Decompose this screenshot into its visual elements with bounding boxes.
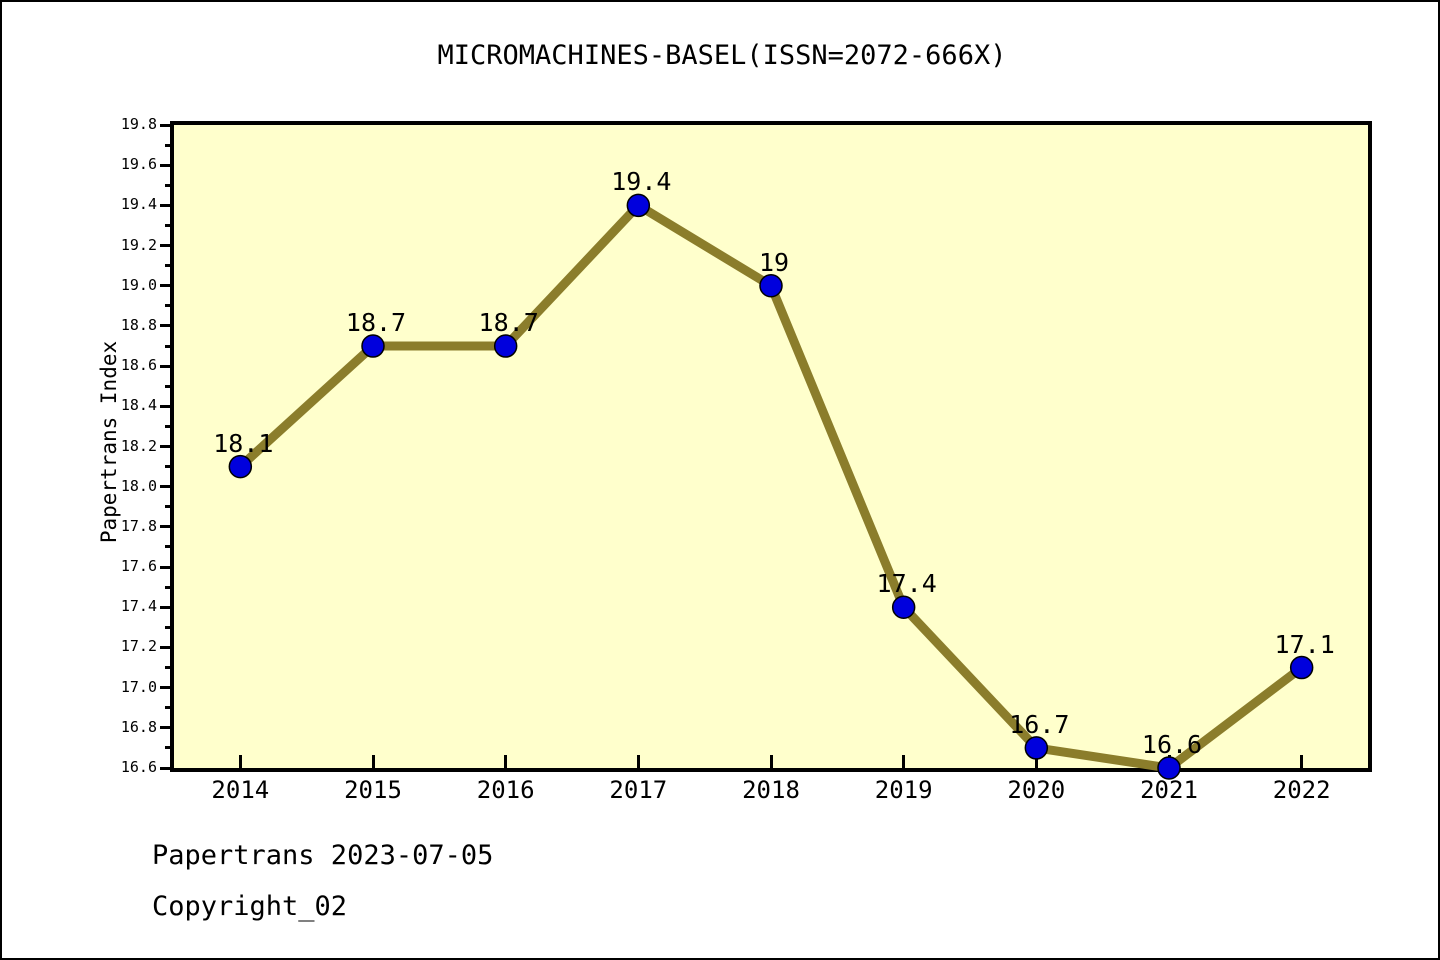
y-tick-major bbox=[160, 766, 174, 770]
y-tick-minor bbox=[165, 424, 174, 428]
y-tick-major bbox=[160, 645, 174, 649]
data-point-marker[interactable] bbox=[759, 274, 783, 298]
x-tick-major bbox=[1300, 755, 1304, 768]
x-tick-major bbox=[1034, 755, 1038, 768]
y-tick-minor bbox=[165, 223, 174, 227]
y-tick-minor bbox=[165, 143, 174, 147]
y-tick-major bbox=[160, 324, 174, 328]
y-tick-minor bbox=[165, 585, 174, 589]
x-tick-major bbox=[504, 755, 508, 768]
y-tick-major bbox=[160, 203, 174, 207]
y-tick-minor bbox=[165, 666, 174, 670]
y-tick-major bbox=[160, 605, 174, 609]
y-tick-minor bbox=[165, 264, 174, 268]
y-tick-minor bbox=[165, 706, 174, 710]
y-tick-major bbox=[160, 364, 174, 368]
y-tick-label: 19.4 bbox=[120, 195, 157, 214]
x-tick-label: 2022 bbox=[1272, 776, 1331, 804]
x-tick-label: 2021 bbox=[1140, 776, 1198, 804]
y-tick-minor bbox=[165, 183, 174, 187]
y-tick-major bbox=[160, 726, 174, 730]
x-tick-major bbox=[238, 755, 242, 768]
y-tick-major bbox=[160, 565, 174, 569]
series-line-chart bbox=[228, 193, 1314, 780]
x-tick-label: 2019 bbox=[874, 776, 933, 804]
y-tick-label: 17.0 bbox=[120, 677, 157, 696]
y-tick-minor bbox=[165, 545, 174, 549]
y-tick-label: 16.6 bbox=[120, 758, 157, 776]
x-tick-major bbox=[769, 755, 773, 768]
y-tick-label: 19.2 bbox=[120, 235, 157, 254]
x-tick-label: 2018 bbox=[742, 776, 800, 804]
y-tick-label: 18.6 bbox=[120, 356, 157, 375]
x-tick-label: 2015 bbox=[344, 776, 402, 804]
y-tick-major bbox=[160, 525, 174, 529]
x-tick-label: 2016 bbox=[476, 776, 535, 804]
page-title: MICROMACHINES-BASEL(ISSN=2072-666X) bbox=[437, 40, 1007, 71]
y-tick-label: 18.4 bbox=[120, 396, 157, 415]
x-tick-label: 2014 bbox=[211, 776, 270, 804]
x-tick-major bbox=[636, 755, 640, 768]
data-point-marker[interactable] bbox=[1289, 655, 1314, 680]
data-point-marker[interactable] bbox=[1024, 736, 1049, 760]
data-point-marker[interactable] bbox=[228, 454, 253, 479]
y-tick-label: 17.2 bbox=[120, 637, 157, 656]
y-tick-minor bbox=[165, 465, 174, 469]
y-tick-label: 17.4 bbox=[120, 597, 157, 616]
y-tick-major bbox=[160, 485, 174, 489]
y-tick-label: 18.0 bbox=[120, 476, 157, 495]
y-tick-minor bbox=[165, 746, 174, 750]
y-tick-label: 17.8 bbox=[120, 516, 157, 535]
y-tick-major bbox=[160, 244, 174, 248]
x-tick-label: 2017 bbox=[609, 776, 668, 804]
y-tick-major bbox=[160, 284, 174, 288]
y-tick-label: 19.0 bbox=[120, 275, 157, 294]
y-tick-major bbox=[160, 163, 174, 167]
y-tick-label: 19.8 bbox=[120, 115, 157, 133]
x-tick-major bbox=[902, 755, 906, 768]
y-tick-minor bbox=[165, 344, 174, 348]
data-point-marker[interactable] bbox=[361, 334, 385, 358]
y-tick-label: 16.8 bbox=[120, 717, 157, 736]
plot-inner: 19.8 19.6 19.4 19.2 19.0 18.8 18.6 18.4 18.2 18.0… bbox=[121, 115, 1368, 804]
y-tick-major bbox=[160, 404, 174, 408]
y-tick-minor bbox=[165, 384, 174, 388]
plot-area: 19.8 19.6 19.4 19.2 19.0 18.8 18.6 18.4 18.2 18.0… bbox=[121, 115, 1372, 804]
x-tick-label: 2020 bbox=[1007, 776, 1066, 804]
y-tick-minor bbox=[165, 505, 174, 509]
data-point-marker[interactable] bbox=[891, 595, 916, 619]
y-tick-label: 18.8 bbox=[120, 315, 157, 334]
footer-date: Papertrans 2023-07-05 bbox=[152, 840, 494, 871]
data-point-marker[interactable] bbox=[1157, 756, 1181, 780]
footer-copyright: Copyright_02 bbox=[152, 891, 348, 922]
data-point-marker[interactable] bbox=[626, 193, 651, 218]
y-tick-major bbox=[160, 445, 174, 448]
y-tick-label: 18.2 bbox=[120, 436, 157, 455]
x-tick-major bbox=[371, 755, 375, 768]
y-tick-major bbox=[160, 686, 174, 690]
y-tick-minor bbox=[165, 304, 174, 308]
y-tick-label: 19.6 bbox=[120, 155, 157, 174]
y-tick-major bbox=[160, 123, 174, 127]
y-tick-label: 17.6 bbox=[120, 557, 157, 576]
data-point-marker[interactable] bbox=[493, 334, 518, 358]
y-tick-minor bbox=[165, 625, 174, 629]
